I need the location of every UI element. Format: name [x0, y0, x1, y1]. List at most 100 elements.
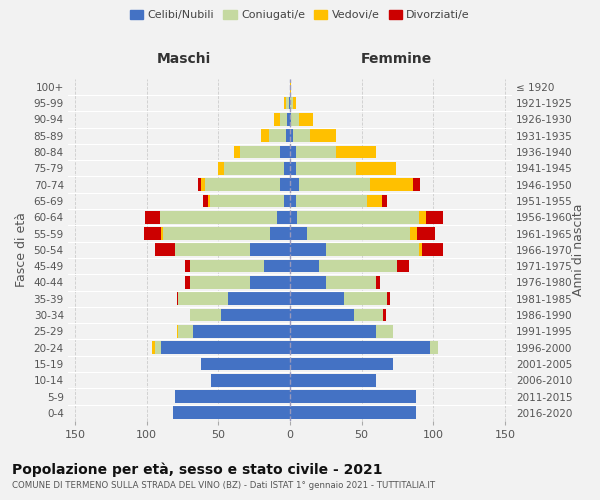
Bar [270, 227, 290, 240]
Bar [418, 227, 434, 240]
Bar [290, 113, 292, 126]
Bar [250, 244, 290, 256]
Bar [293, 97, 296, 110]
Bar [155, 342, 161, 354]
Bar [307, 227, 410, 240]
Bar [190, 260, 264, 272]
Y-axis label: Fasce di età: Fasce di età [15, 212, 28, 288]
Bar [155, 244, 175, 256]
Bar [290, 342, 430, 354]
Bar [284, 194, 290, 207]
Bar [290, 194, 296, 207]
Bar [296, 194, 367, 207]
Bar [163, 227, 270, 240]
Bar [262, 130, 269, 142]
Bar [277, 211, 290, 224]
Bar [290, 227, 307, 240]
Bar [145, 211, 160, 224]
Bar [175, 390, 290, 403]
Bar [286, 97, 289, 110]
Bar [290, 406, 416, 419]
Bar [397, 260, 409, 272]
Bar [280, 178, 290, 191]
Bar [376, 276, 380, 289]
Bar [410, 227, 418, 240]
Bar [290, 374, 376, 386]
Bar [193, 325, 290, 338]
Bar [185, 260, 190, 272]
Bar [175, 244, 250, 256]
Bar [290, 80, 292, 93]
Bar [284, 97, 286, 110]
Bar [290, 211, 297, 224]
Bar [326, 244, 419, 256]
Bar [290, 146, 296, 158]
Bar [413, 178, 421, 191]
Bar [296, 146, 336, 158]
Bar [178, 292, 229, 305]
Bar [161, 227, 163, 240]
Bar [293, 130, 310, 142]
Bar [269, 130, 286, 142]
Bar [290, 292, 344, 305]
Bar [290, 308, 355, 322]
Bar [201, 358, 290, 370]
Bar [370, 178, 413, 191]
Bar [356, 162, 396, 174]
Bar [336, 146, 376, 158]
Bar [208, 194, 210, 207]
Bar [177, 325, 178, 338]
Bar [160, 211, 277, 224]
Bar [203, 194, 208, 207]
Bar [326, 276, 376, 289]
Bar [289, 97, 290, 110]
Bar [161, 342, 290, 354]
Bar [221, 308, 290, 322]
Bar [355, 308, 383, 322]
Bar [290, 390, 416, 403]
Bar [211, 374, 290, 386]
Bar [284, 162, 290, 174]
Bar [419, 244, 422, 256]
Bar [287, 113, 290, 126]
Bar [178, 325, 193, 338]
Bar [210, 194, 284, 207]
Bar [382, 194, 388, 207]
Bar [290, 260, 319, 272]
Bar [383, 308, 386, 322]
Bar [190, 308, 221, 322]
Legend: Celibi/Nubili, Coniugati/e, Vedovi/e, Divorziati/e: Celibi/Nubili, Coniugati/e, Vedovi/e, Di… [125, 6, 475, 25]
Bar [344, 292, 388, 305]
Bar [152, 342, 155, 354]
Text: Popolazione per età, sesso e stato civile - 2021: Popolazione per età, sesso e stato civil… [12, 462, 383, 477]
Bar [297, 211, 419, 224]
Bar [177, 292, 178, 305]
Bar [190, 276, 250, 289]
Text: Maschi: Maschi [157, 52, 211, 66]
Bar [290, 178, 299, 191]
Bar [280, 113, 287, 126]
Bar [224, 162, 284, 174]
Bar [234, 146, 240, 158]
Bar [218, 162, 224, 174]
Bar [292, 113, 299, 126]
Bar [290, 162, 296, 174]
Bar [299, 178, 370, 191]
Bar [376, 325, 393, 338]
Bar [280, 146, 290, 158]
Bar [290, 276, 326, 289]
Bar [205, 178, 280, 191]
Bar [290, 358, 393, 370]
Bar [419, 211, 426, 224]
Bar [173, 406, 290, 419]
Bar [426, 211, 443, 224]
Bar [430, 342, 437, 354]
Bar [229, 292, 290, 305]
Text: Femmine: Femmine [361, 52, 432, 66]
Bar [250, 276, 290, 289]
Text: COMUNE DI TERMENO SULLA STRADA DEL VINO (BZ) - Dati ISTAT 1° gennaio 2021 - TUTT: COMUNE DI TERMENO SULLA STRADA DEL VINO … [12, 481, 435, 490]
Bar [144, 227, 161, 240]
Bar [388, 292, 390, 305]
Bar [286, 130, 290, 142]
Bar [290, 130, 293, 142]
